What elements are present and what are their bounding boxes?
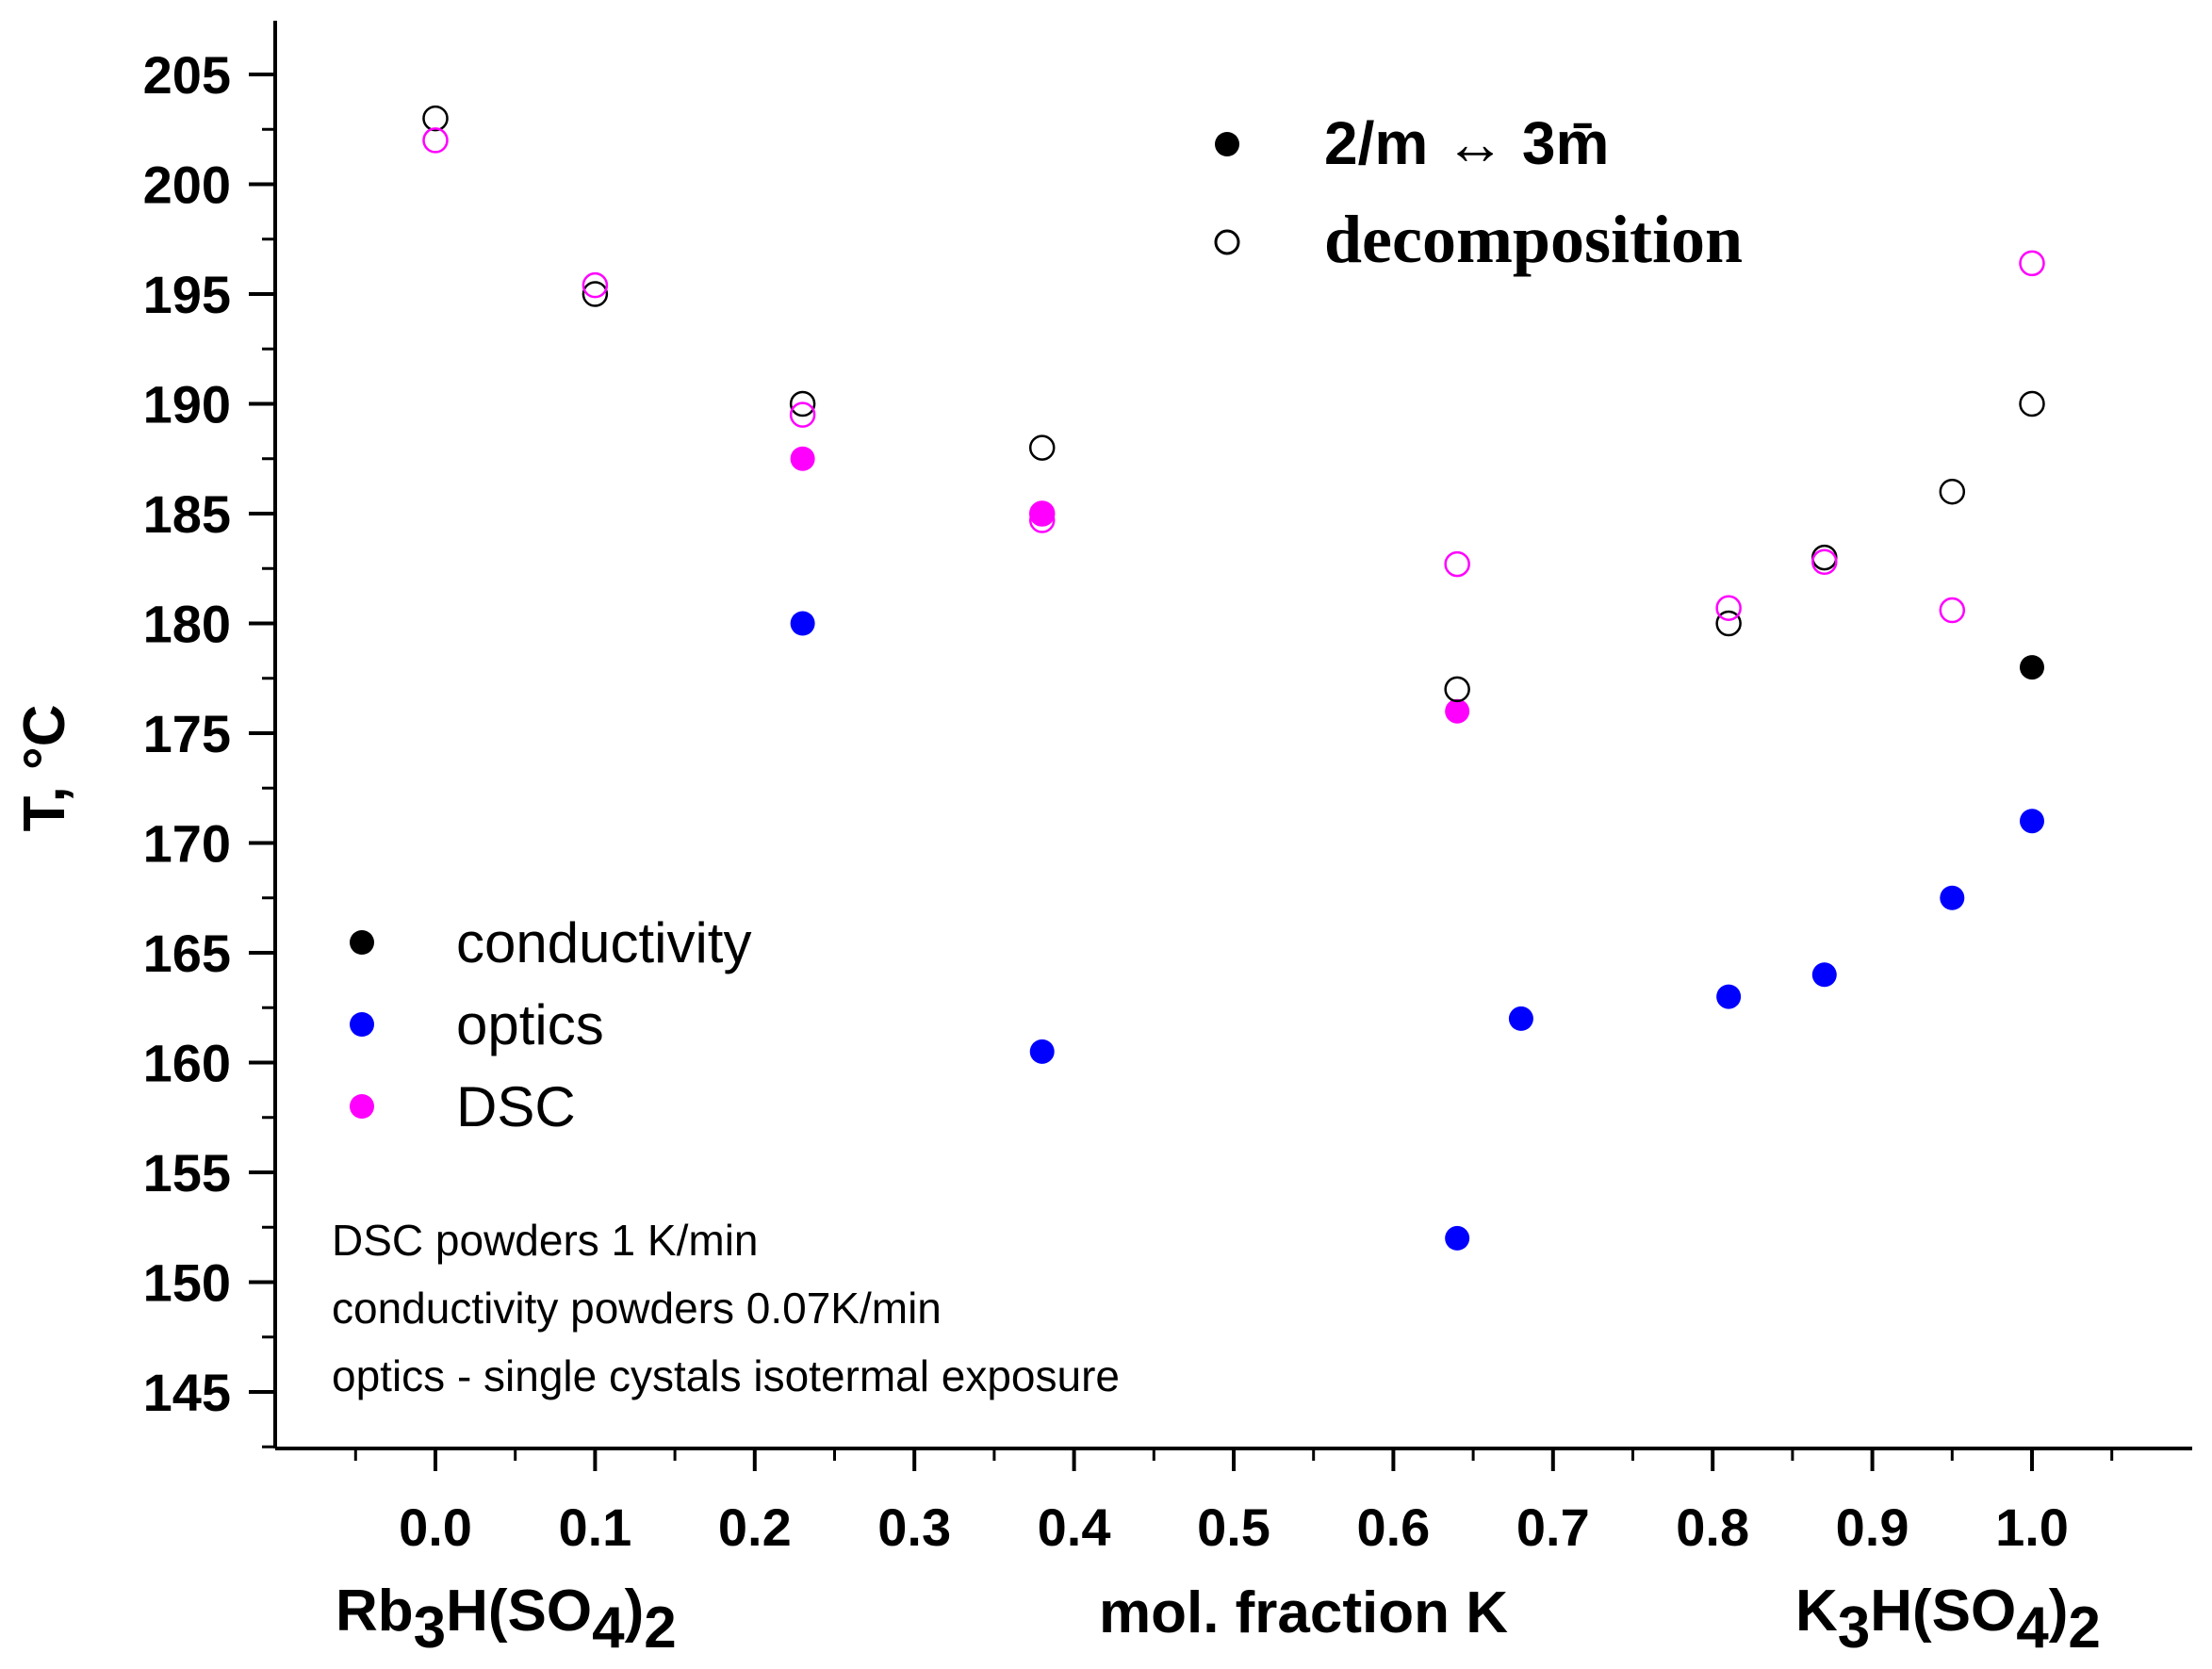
point-decomposition-conductivity [1939,478,1966,505]
x-tick-label: 0.5 [1197,1497,1270,1557]
x-axis-ticks: 0.0 0.1 0.2 0.3 0.4 0.5 0.6 0.7 0.8 0.9 1.0 [353,1448,2114,1557]
x-tick-label: 0.3 [877,1497,951,1557]
point-optics [1716,984,1742,1009]
point-decomposition-conductivity [582,281,609,307]
x-tick-label: 0.8 [1676,1497,1749,1557]
point-decomposition-conductivity [1028,434,1056,461]
y-tick-label: 175 [143,704,231,763]
legend-method: conductivity optics DSC [350,911,751,1138]
data-points [422,105,2045,1251]
point-optics [790,611,815,636]
x-tick-label: 0.7 [1516,1497,1590,1557]
point-decomposition-conductivity [1715,610,1742,637]
point-decomposition-dsc [1811,548,1838,576]
point-decomposition-dsc [1028,507,1056,533]
y-axis-ticks: 145 150 155 160 165 170 175 180 185 190 195 200 205 [143,45,275,1448]
point-decomposition-dsc [789,401,816,428]
x-tick-label: 0.2 [718,1497,792,1557]
legend-decomposition-label: decomposition [1324,202,1743,277]
y-tick-label: 165 [143,924,231,983]
point-optics [1940,885,1965,910]
legend-marker-dsc [350,1094,374,1119]
x-tick-label: 0.4 [1038,1497,1111,1557]
y-tick-label: 145 [143,1363,231,1422]
x-tick-label: 0.1 [558,1497,631,1557]
y-tick-label: 160 [143,1034,231,1093]
point-decomposition-dsc [2019,250,2045,277]
legend-transition: 2/m ↔ 3m̄ decomposition [1214,109,1743,277]
point-decomposition-dsc [582,271,609,299]
legend-filled-marker [1215,132,1239,156]
point-optics [1508,1006,1533,1031]
note-line: DSC powders 1 K/min [332,1216,759,1265]
point-optics [1445,1225,1470,1251]
point-decomposition-dsc [1028,500,1056,527]
point-decomposition-conductivity [1444,676,1470,703]
point-optics [1811,962,1837,988]
point-decomposition-dsc [1715,595,1742,621]
legend-marker-conductivity [350,930,374,955]
x-tick-label: 0.6 [1356,1497,1430,1557]
y-tick-label: 200 [143,155,231,215]
point-dsc [1029,501,1055,526]
legend-label-optics: optics [456,993,604,1056]
legend-transition-label: 2/m ↔ 3m̄ [1324,109,1609,177]
x-axis-right-end-label: K3H(SO4)2 [1795,1579,2101,1661]
note-line: conductivity powders 0.07K/min [332,1284,942,1333]
note-line: optics - single cystals isotermal exposu… [332,1351,1120,1400]
legend-marker-optics [350,1012,374,1037]
point-optics [1029,1039,1055,1064]
y-tick-label: 150 [143,1253,231,1313]
y-tick-label: 185 [143,484,231,544]
y-axis-title: T, °C [12,704,77,831]
y-tick-label: 180 [143,595,231,654]
point-decomposition-conductivity [789,390,816,417]
y-tick-label: 205 [143,45,231,105]
point-dsc [790,446,815,471]
point-decomposition-conductivity [2019,390,2045,417]
y-tick-label: 190 [143,375,231,434]
legend-label-dsc: DSC [456,1075,576,1138]
legend-label-conductivity: conductivity [456,911,751,974]
y-tick-label: 155 [143,1143,231,1203]
y-tick-label: 195 [143,265,231,324]
x-tick-label: 0.9 [1836,1497,1909,1557]
point-optics [2020,809,2044,834]
x-axis-title: mol. fraction K [1099,1580,1508,1645]
x-tick-label: 1.0 [1995,1497,2069,1557]
point-decomposition-dsc [1939,597,1966,624]
x-axis-left-end-label: Rb3H(SO4)2 [336,1579,677,1661]
x-tick-label: 0.0 [399,1497,472,1557]
point-decomposition-conductivity [422,105,449,132]
method-notes: DSC powders 1 K/min conductivity powders … [332,1216,1120,1400]
y-tick-label: 170 [143,814,231,874]
point-decomposition-dsc [422,127,449,154]
point-decomposition-dsc [1444,550,1470,578]
point-dsc [1445,698,1470,724]
point-conductivity [2020,655,2044,680]
legend-open-marker [1214,229,1240,255]
